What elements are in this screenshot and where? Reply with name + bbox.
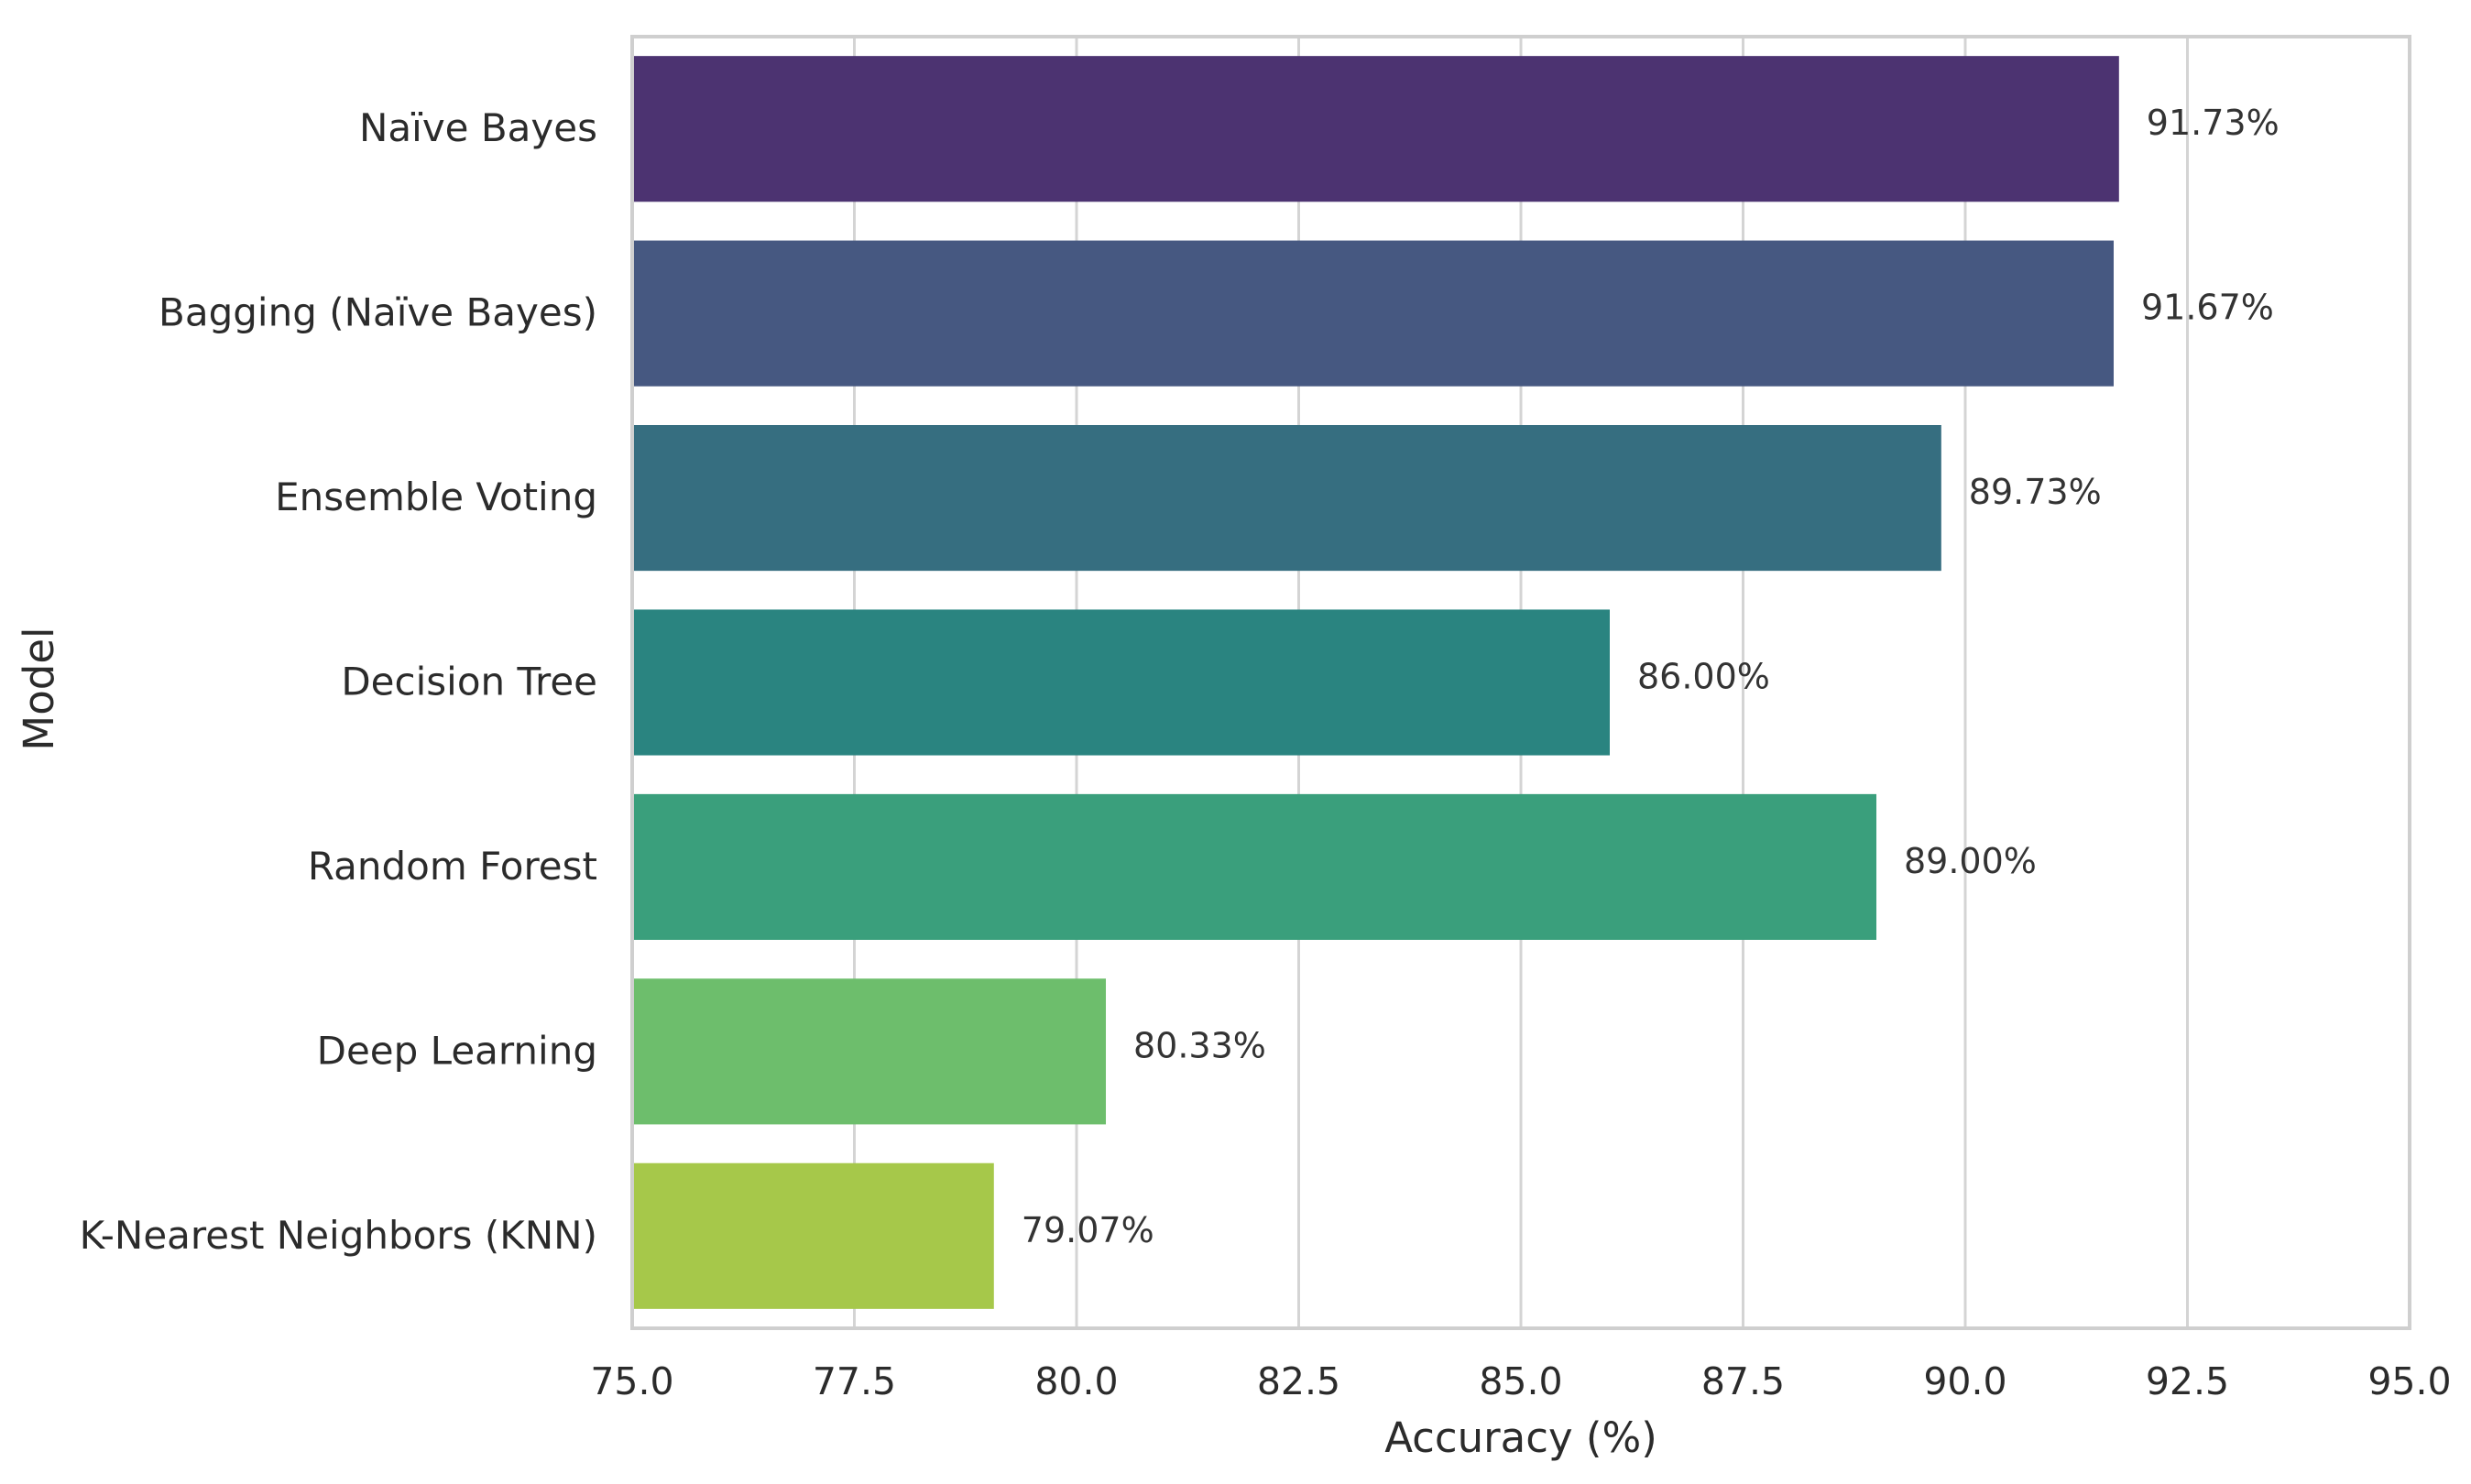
x-tick-label: 85.0 bbox=[1479, 1359, 1562, 1403]
bar bbox=[632, 240, 2114, 387]
data-labels: 91.73% 91.67% 89.73% 86.00% 89.00% 80.33% 79.0… bbox=[1022, 103, 2280, 1250]
x-tick-label: 87.5 bbox=[1701, 1359, 1785, 1403]
y-category-label: Bagging (Naïve Bayes) bbox=[159, 290, 597, 335]
x-axis-tick-labels: 75.0 77.5 80.0 82.5 85.0 87.5 90.0 92.5 95.0 bbox=[590, 1359, 2451, 1403]
bar-value-label: 80.33% bbox=[1133, 1025, 1266, 1065]
y-category-label: Deep Learning bbox=[317, 1028, 597, 1073]
bar-value-label: 86.00% bbox=[1637, 657, 1770, 697]
bar-value-label: 89.00% bbox=[1904, 841, 2037, 881]
bar bbox=[632, 793, 1876, 940]
y-axis-category-labels: Naïve Bayes Bagging (Naïve Bayes) Ensemble… bbox=[80, 105, 597, 1258]
y-category-label: Ensemble Voting bbox=[275, 475, 597, 519]
bar-value-label: 89.73% bbox=[1969, 472, 2102, 512]
y-category-label: K-Nearest Neighbors (KNN) bbox=[80, 1213, 597, 1258]
y-category-label: Naïve Bayes bbox=[359, 105, 597, 150]
bar bbox=[632, 425, 1941, 572]
bar-value-label: 91.67% bbox=[2141, 288, 2274, 328]
y-axis-title: Model bbox=[15, 627, 63, 750]
bar bbox=[632, 56, 2119, 202]
x-tick-label: 95.0 bbox=[2367, 1359, 2451, 1403]
x-tick-label: 92.5 bbox=[2146, 1359, 2229, 1403]
plot-frame bbox=[630, 35, 2411, 1330]
x-tick-label: 80.0 bbox=[1034, 1359, 1118, 1403]
x-axis-title: Accuracy (%) bbox=[1384, 1413, 1657, 1462]
y-category-label: Random Forest bbox=[308, 844, 597, 889]
bar bbox=[632, 1162, 994, 1309]
y-category-label: Decision Tree bbox=[341, 660, 597, 704]
x-tick-label: 75.0 bbox=[590, 1359, 673, 1403]
x-tick-label: 82.5 bbox=[1257, 1359, 1340, 1403]
bar-value-label: 79.07% bbox=[1022, 1210, 1154, 1250]
x-tick-label: 90.0 bbox=[1923, 1359, 2006, 1403]
bars bbox=[632, 56, 2119, 1309]
bar bbox=[632, 978, 1107, 1125]
x-tick-label: 77.5 bbox=[813, 1359, 896, 1403]
bar-value-label: 91.73% bbox=[2147, 103, 2280, 143]
bar bbox=[632, 609, 1610, 756]
